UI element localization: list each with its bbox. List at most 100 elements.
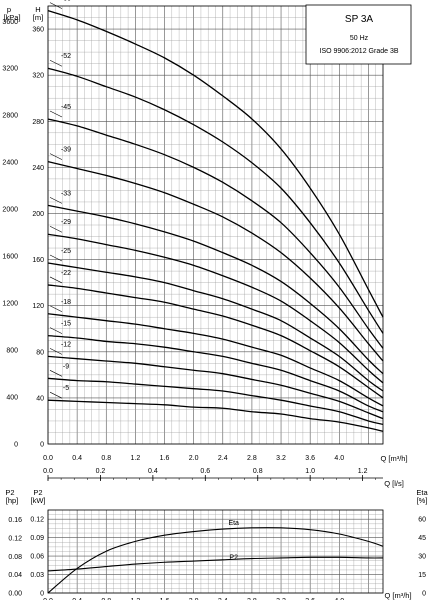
curve-label-leader: [49, 327, 63, 334]
top-chart-grid: [47, 5, 384, 445]
y-tick-m: 320: [32, 73, 44, 80]
x-tick-m3h: 2.8: [247, 455, 257, 462]
x2-axis-label: Q [l/s]: [384, 479, 404, 488]
head-curve-m25: [47, 262, 384, 392]
y-axis-label-p2-kw: P2: [33, 488, 42, 497]
head-curve-m33: [47, 204, 384, 375]
head-curve-m60: [47, 9, 384, 318]
y-tick-eta: 15: [418, 572, 426, 579]
power-efficiency-curves: Eta P2: [47, 520, 384, 594]
y-tick-eta: 60: [418, 517, 426, 524]
series-label-p2: P2: [229, 555, 238, 562]
curve-label-leader: [49, 391, 63, 399]
bottom-plot-frame: [47, 509, 384, 594]
head-curve-m22: [47, 284, 384, 399]
curve-label-leader: [49, 225, 63, 233]
y-tick-hp: 0.12: [8, 535, 22, 542]
x-tick-m3h: 3.6: [305, 455, 315, 462]
curve-label-leader: [49, 348, 63, 355]
head-curve-m9: [47, 377, 384, 426]
x-tick-m3h: 1.6: [160, 455, 170, 462]
head-curve-m5: [47, 399, 384, 432]
curve-eta: [47, 527, 384, 594]
x2-tick-ls: 0.6: [200, 468, 210, 475]
y-axis-label-p: p: [7, 5, 11, 14]
curve-label-leader: [49, 2, 63, 9]
x-tick-m3h: 3.2: [276, 455, 286, 462]
x-axis-label-top: Q [m³/h]: [380, 454, 407, 463]
y-tick-kw: 0.12: [30, 517, 44, 524]
y-tick-m: 0: [40, 442, 44, 449]
y-tick-kpa: 3600: [2, 19, 18, 26]
y-axis-label-kpa: [kPa]: [3, 13, 20, 22]
curve-label-m33: -33: [61, 190, 71, 197]
chart-subtitle-standard: ISO 9906:2012 Grade 3B: [320, 48, 399, 55]
curve-label-m45: -45: [61, 104, 71, 111]
head-curves: -60 -52 -45 -39 -33 -29 -25 -22 -18 -15 -12 -9 -5: [47, 0, 384, 432]
y-tick-m: 240: [32, 165, 44, 172]
curve-label-m15: -15: [61, 321, 71, 328]
series-label-eta: Eta: [228, 520, 239, 527]
y-tick-m: 280: [32, 119, 44, 126]
y-tick-eta: 45: [418, 535, 426, 542]
x-tick-m3h: 2.0: [189, 455, 199, 462]
curve-label-m52: -52: [61, 53, 71, 60]
y-axis-label-percent: [%]: [417, 496, 428, 505]
curve-label-leader: [49, 254, 63, 262]
y-tick-eta: 30: [418, 554, 426, 561]
y-tick-kpa: 3200: [2, 66, 18, 73]
y-tick-hp: 0.04: [8, 572, 22, 579]
y-tick-hp: 0.16: [8, 517, 22, 524]
curve-label-m12: -12: [61, 341, 71, 348]
x2-tick-ls: 0.4: [148, 468, 158, 475]
y-tick-kpa: 800: [6, 348, 18, 355]
head-curve-m45: [47, 118, 384, 349]
x-axis-label-bottom: Q [m³/h]: [384, 591, 411, 600]
y-tick-m: 200: [32, 211, 44, 218]
y-axis-label-eta: Eta: [416, 488, 428, 497]
head-curve-m12: [47, 355, 384, 420]
bottom-chart-grid: [47, 509, 384, 594]
chart-subtitle-frequency: 50 Hz: [350, 35, 369, 42]
curve-p2: [47, 556, 384, 572]
top-plot-frame: [47, 5, 384, 445]
curve-label-m39: -39: [61, 147, 71, 154]
y-tick-kpa: 2800: [2, 113, 18, 120]
y-tick-kw: 0.03: [30, 572, 44, 579]
y-axis-label-m: [m]: [33, 13, 43, 22]
x-tick-m3h: 0.8: [101, 455, 111, 462]
curve-label-leader: [49, 59, 63, 67]
head-curve-m39: [47, 160, 384, 362]
x-tick-m3h: 4.0: [334, 455, 344, 462]
x-tick-m3h: 1.2: [131, 455, 141, 462]
y-tick-hp: 0.00: [8, 591, 22, 598]
y-tick-m: 40: [36, 395, 44, 402]
head-curve-m29: [47, 233, 384, 384]
y-tick-m: 160: [32, 257, 44, 264]
x-tick-m3h: 0.0: [43, 455, 53, 462]
curve-label-m18: -18: [61, 299, 71, 306]
y-tick-kpa: 2000: [2, 207, 18, 214]
x2-tick-ls: 0.2: [96, 468, 106, 475]
x2-tick-ls: 1.0: [305, 468, 315, 475]
curve-label-leader: [49, 110, 63, 118]
y-tick-kpa: 1200: [2, 301, 18, 308]
y-axis-label-hp: [hp]: [6, 496, 19, 505]
x2-tick-ls: 0.8: [253, 468, 263, 475]
curve-label-m22: -22: [61, 270, 71, 277]
y-tick-eta: 0: [422, 591, 426, 598]
y-tick-m: 360: [32, 27, 44, 34]
curve-label-m5: -5: [63, 385, 69, 392]
y-tick-kpa: 0: [14, 442, 18, 449]
x-tick-m3h: 2.4: [218, 455, 228, 462]
curve-label-leader: [49, 276, 63, 284]
legend-box: SP 3A 50 Hz ISO 9906:2012 Grade 3B: [305, 4, 412, 65]
y-tick-kw: 0: [40, 591, 44, 598]
y-tick-hp: 0.08: [8, 554, 22, 561]
y-tick-kpa: 1600: [2, 254, 18, 261]
y-axis-label-h: H: [35, 5, 40, 14]
y-tick-kpa: 400: [6, 395, 18, 402]
head-curve-m15: [47, 335, 384, 413]
